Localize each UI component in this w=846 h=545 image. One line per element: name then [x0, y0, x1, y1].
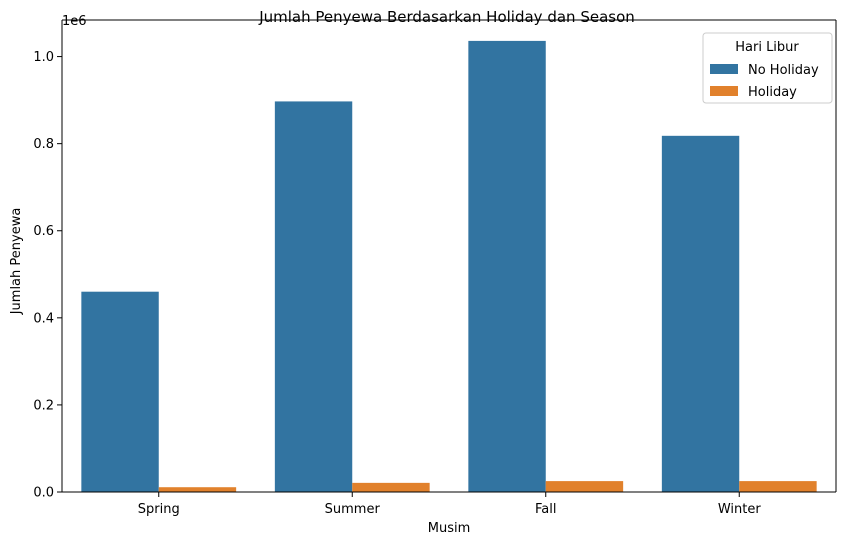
bar	[468, 40, 546, 493]
y-tick-label: 0.6	[33, 224, 54, 239]
x-axis-label: Musim	[428, 521, 471, 536]
bar	[352, 482, 430, 492]
bar	[661, 135, 740, 492]
y-tick-label: 0.8	[33, 137, 54, 152]
bar	[739, 481, 817, 492]
y-offset-label: 1e6	[62, 14, 87, 29]
y-tick-label: 0.0	[33, 486, 54, 501]
y-tick-label: 1.0	[33, 50, 54, 65]
y-tick-label: 0.4	[33, 311, 54, 326]
legend-entry-label: No Holiday	[748, 63, 819, 78]
y-axis-label: Jumlah Penyewa	[9, 208, 24, 316]
x-tick-label: Winter	[718, 502, 762, 517]
bar	[274, 101, 353, 493]
chart-title: Jumlah Penyewa Berdasarkan Holiday dan S…	[258, 8, 635, 26]
legend-swatch	[710, 86, 738, 96]
x-tick-label: Summer	[325, 502, 381, 517]
legend-swatch	[710, 64, 738, 74]
x-tick-label: Spring	[138, 502, 180, 517]
legend-title: Hari Libur	[735, 40, 799, 55]
legend: Hari Libur No Holiday Holiday	[702, 32, 833, 104]
bar	[81, 291, 159, 492]
legend-box	[702, 32, 833, 104]
bar	[158, 487, 237, 492]
plot-area: 0.0 0.2 0.4 0.6 0.8 1.0 Spring Summer Fall Winter	[33, 19, 837, 517]
legend-entry-label: Holiday	[748, 85, 797, 100]
y-tick-label: 0.2	[33, 398, 54, 413]
x-tick-label: Fall	[535, 502, 556, 517]
bar	[545, 481, 624, 492]
